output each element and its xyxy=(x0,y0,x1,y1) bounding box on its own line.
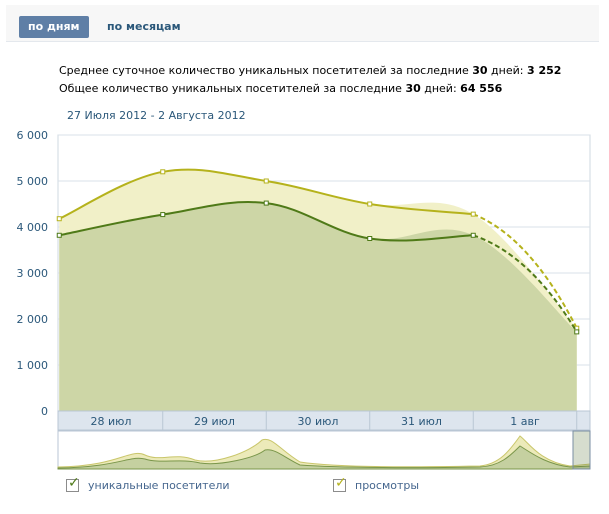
x-axis-band xyxy=(57,410,591,431)
unique-area xyxy=(59,202,577,411)
overview-views-area xyxy=(57,435,591,470)
unique-projection-line xyxy=(472,234,578,333)
x-tick-label: 29 июл xyxy=(194,415,235,428)
avg-stat-mid: дней: xyxy=(487,64,527,77)
y-tick-label: 3 000 xyxy=(17,267,49,280)
stats-block: Среднее суточное количество уникальных п… xyxy=(59,62,561,98)
overview-selection xyxy=(572,430,591,470)
views-projection-line xyxy=(472,213,578,329)
legend-views-checkbox[interactable]: ✓ xyxy=(333,475,347,492)
legend-views-label: просмотры xyxy=(355,479,420,492)
legend-unique-checkbox[interactable]: ✓ xyxy=(66,475,80,492)
unique-point xyxy=(263,200,269,206)
avg-stat-label: Среднее суточное количество уникальных п… xyxy=(59,64,473,77)
legend-views-check-icon: ✓ xyxy=(335,475,347,491)
avg-days: 30 xyxy=(472,64,488,77)
unique-point xyxy=(56,232,62,238)
y-tick-label: 6 000 xyxy=(17,129,49,142)
views-point xyxy=(263,178,269,184)
y-tick-label: 5 000 xyxy=(17,175,49,188)
legend-unique-label: уникальные посетители xyxy=(88,479,230,492)
total-stat-label: Общее количество уникальных посетителей … xyxy=(59,82,406,95)
x-tick-label: 28 июл xyxy=(91,415,132,428)
total-value: 64 556 xyxy=(460,82,503,95)
overview-unique-area xyxy=(57,445,591,470)
avg-value: 3 252 xyxy=(526,64,562,77)
total-stat: Общее количество уникальных посетителей … xyxy=(59,80,561,98)
x-tick-label: 30 июл xyxy=(298,415,339,428)
views-point xyxy=(56,216,62,222)
x-tick-label: 1 авг xyxy=(510,415,540,428)
y-tick-label: 4 000 xyxy=(17,221,49,234)
unique-point xyxy=(574,329,580,335)
unique-point xyxy=(160,212,166,218)
date-range: 27 Июля 2012 - 2 Августа 2012 xyxy=(67,109,246,122)
y-tick-label: 0 xyxy=(41,405,48,418)
tab-by-months[interactable]: по месяцам xyxy=(107,20,181,33)
avg-stat: Среднее суточное количество уникальных п… xyxy=(59,62,561,80)
views-point xyxy=(470,211,476,217)
unique-point xyxy=(367,236,373,241)
legend-unique[interactable]: ✓ уникальные посетители xyxy=(66,475,230,492)
legend-unique-check-icon: ✓ xyxy=(68,475,80,491)
tab-by-days[interactable]: по дням xyxy=(19,16,89,38)
y-tick-label: 1 000 xyxy=(17,359,49,372)
unique-point xyxy=(470,232,476,238)
y-tick-label: 2 000 xyxy=(17,313,49,326)
views-point xyxy=(367,201,373,207)
period-tabs: по дням по месяцам xyxy=(6,5,599,42)
legend-views[interactable]: ✓ просмотры xyxy=(333,475,420,492)
x-tick-label: 31 июл xyxy=(401,415,442,428)
total-days: 30 xyxy=(405,82,421,95)
views-point xyxy=(160,169,166,175)
total-stat-mid: дней: xyxy=(420,82,461,95)
